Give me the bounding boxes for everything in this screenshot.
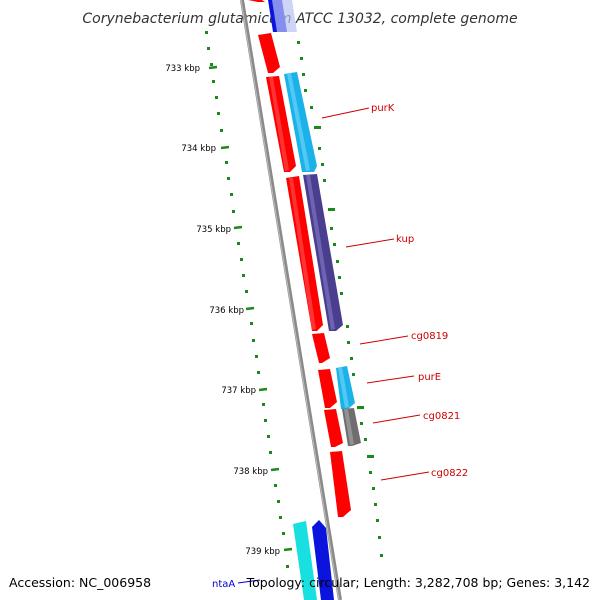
gene-labels: purK kup cg0819 purE cg0821 cg0822 ntaA <box>212 103 468 590</box>
gene-highlight <box>344 409 354 445</box>
gene-arrow <box>258 33 280 73</box>
gene-arrow <box>266 76 296 172</box>
genome-title: Corynebacterium glutamicum ATCC 13032, c… <box>82 11 517 27</box>
gene-label-purE: purE <box>418 372 441 383</box>
gene-highlight <box>287 73 310 171</box>
gene-highlight <box>306 175 335 330</box>
gene-label-cg0819: cg0819 <box>411 331 448 342</box>
genes-reverse-strand <box>248 0 351 517</box>
gene-label-kup: kup <box>396 234 414 245</box>
gene-arrow <box>272 0 297 32</box>
gene-arrow <box>324 409 343 447</box>
topology-text: Topology: circular; Length: 3,282,708 bp… <box>246 575 590 590</box>
tick-label: 738 kbp <box>233 467 268 477</box>
gene-highlight <box>338 367 349 408</box>
gene-leader-lines <box>321 107 430 481</box>
gc-skew-dots-inner <box>205 31 289 568</box>
genes-forward-strand <box>268 0 361 600</box>
gene-arrow <box>286 176 323 331</box>
tick-label: 733 kbp <box>165 64 200 74</box>
genome-backbone <box>240 0 342 600</box>
tick-label: 736 kbp <box>209 306 244 316</box>
scale-tick-labels: 733 kbp 734 kbp 735 kbp 736 kbp 737 kbp … <box>165 64 280 557</box>
gene-label-cg0821: cg0821 <box>423 411 460 422</box>
gene-arrow <box>312 520 334 600</box>
gc-content-dots-outer <box>297 41 383 557</box>
gene-label-cg0822: cg0822 <box>431 468 468 479</box>
gene-arrow <box>318 369 337 408</box>
tick-label: 739 kbp <box>245 547 280 557</box>
gene-arrow-cg0822 <box>330 451 351 517</box>
gene-label-ntaA: ntaA <box>212 579 235 590</box>
gene-highlights-reverse <box>269 77 316 330</box>
gene-leader-line-ntaA <box>237 579 261 584</box>
gene-arrow-cg0819 <box>312 333 330 363</box>
tick-label: 735 kbp <box>196 225 231 235</box>
gene-arrow <box>293 521 317 600</box>
tick-label: 734 kbp <box>181 144 216 154</box>
tick-label: 737 kbp <box>221 386 256 396</box>
accession-text: Accession: NC_006958 <box>9 575 151 590</box>
gene-arrow <box>248 0 265 2</box>
gene-label-purK: purK <box>371 103 395 114</box>
scale-ticks <box>208 65 293 552</box>
